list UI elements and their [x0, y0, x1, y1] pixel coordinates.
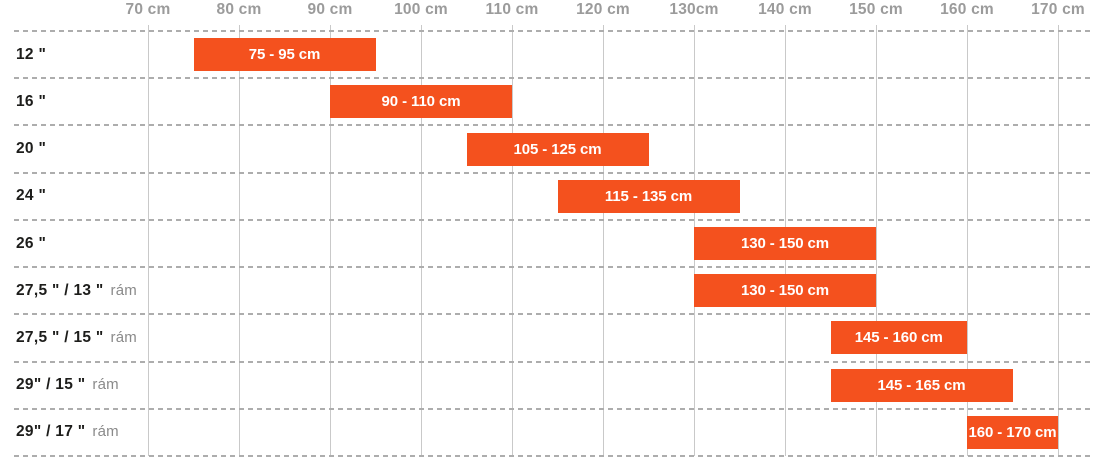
bar-range-label: 160 - 170 cm [968, 423, 1057, 441]
row-label-size: 29" / 15 " [16, 376, 86, 394]
row-separator-dashed-line [14, 407, 1091, 410]
x-gridline [875, 25, 877, 456]
row-label-size: 24 " [16, 187, 47, 205]
x-tick-label: 130cm [669, 1, 719, 18]
bar-range-label: 145 - 165 cm [877, 376, 966, 394]
row-separator-dashed-line [14, 171, 1091, 174]
x-tick-label: 120 cm [576, 1, 630, 18]
height-range-bar: 115 - 135 cm [557, 179, 740, 213]
row-separator-dashed-line [14, 313, 1091, 316]
x-tick-label: 110 cm [485, 1, 539, 18]
row-label: 12 " [16, 46, 46, 64]
row-label-size: 16 " [16, 92, 47, 110]
x-gridline [602, 25, 604, 456]
row-label: 27,5 " / 13 " rám [16, 282, 137, 300]
row-separator-dashed-line [14, 124, 1091, 127]
x-gridline [966, 25, 968, 456]
row-label-size: 12 " [16, 45, 47, 63]
x-tick-label: 90 cm [307, 1, 353, 18]
x-tick-label: 140 cm [758, 1, 812, 18]
height-range-bar: 90 - 110 cm [330, 85, 512, 119]
x-gridline [329, 25, 331, 456]
row-label: 27,5 " / 15 " rám [16, 329, 137, 347]
row-label-size: 20 " [16, 140, 47, 158]
height-range-bar: 75 - 95 cm [193, 38, 376, 72]
row-label-frame-suffix: rám [92, 376, 119, 394]
x-tick-label: 70 cm [125, 1, 171, 18]
row-label-size: 27,5 " / 15 " [16, 328, 104, 346]
x-tick-label: 100 cm [394, 1, 448, 18]
bar-range-label: 75 - 95 cm [248, 46, 321, 64]
height-range-bar: 105 - 125 cm [466, 132, 649, 166]
row-label: 16 " [16, 93, 46, 111]
x-gridline [1057, 25, 1059, 456]
bar-range-label: 105 - 125 cm [513, 140, 602, 158]
bar-range-label: 145 - 160 cm [854, 329, 943, 347]
height-range-bar: 130 - 150 cm [694, 227, 876, 260]
height-range-bar: 130 - 150 cm [694, 274, 876, 308]
row-label-frame-suffix: rám [110, 328, 137, 346]
bar-range-label: 115 - 135 cm [604, 187, 693, 205]
row-label-size: 26 " [16, 234, 47, 252]
height-range-bar: 145 - 165 cm [830, 368, 1013, 402]
row-separator-dashed-line [14, 266, 1091, 269]
x-gridline [420, 25, 422, 456]
x-tick-label: 160 cm [940, 1, 994, 18]
row-label: 26 " [16, 235, 46, 253]
row-label: 29" / 15 " rám [16, 376, 119, 394]
row-separator-dashed-line [14, 455, 1091, 457]
height-range-bar: 145 - 160 cm [830, 321, 967, 355]
row-label-size: 27,5 " / 13 " [16, 281, 104, 299]
bar-range-label: 130 - 150 cm [740, 282, 830, 300]
bar-range-label: 90 - 110 cm [381, 93, 461, 111]
row-separator-dashed-line [14, 77, 1091, 80]
row-separator-dashed-line [14, 30, 1091, 32]
height-range-bar: 160 - 170 cm [967, 415, 1058, 449]
bar-range-label: 130 - 150 cm [740, 235, 830, 252]
x-tick-label: 80 cm [216, 1, 262, 18]
row-label-frame-suffix: rám [110, 281, 137, 299]
x-gridline [238, 25, 240, 456]
x-tick-label: 170 cm [1031, 1, 1085, 18]
row-label-size: 29" / 17 " [16, 423, 86, 441]
row-separator-dashed-line [14, 360, 1091, 363]
x-tick-label: 150 cm [849, 1, 903, 18]
x-gridline [511, 25, 513, 456]
row-label: 29" / 17 " rám [16, 423, 119, 441]
row-label: 24 " [16, 187, 46, 205]
row-separator-dashed-line [14, 218, 1091, 221]
row-label: 20 " [16, 140, 46, 158]
row-label-frame-suffix: rám [92, 423, 119, 441]
x-gridline [147, 25, 149, 456]
